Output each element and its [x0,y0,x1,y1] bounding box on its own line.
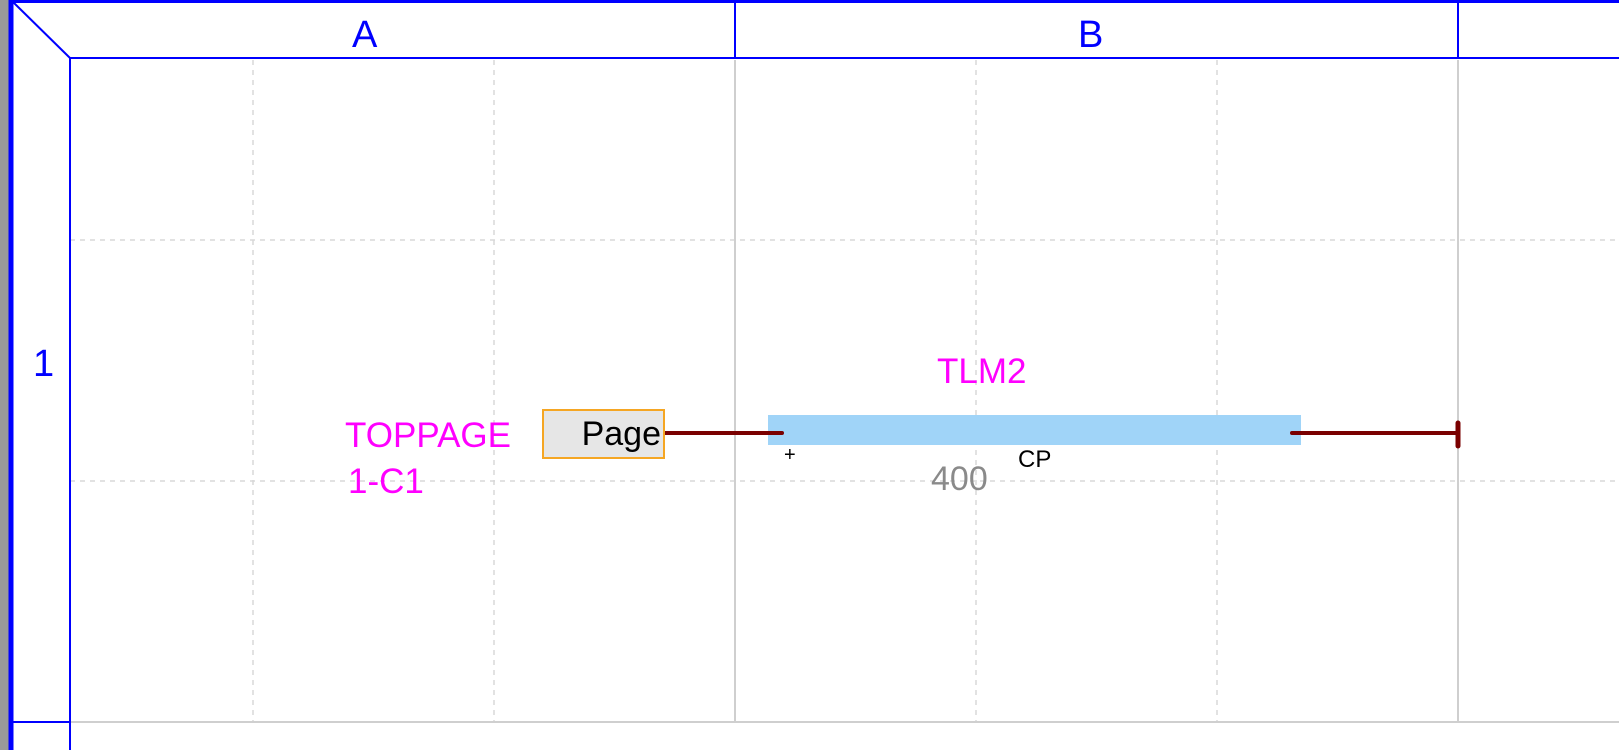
component-name: TLM2 [937,352,1027,391]
window-edge [0,0,9,750]
frame-border [8,0,1619,750]
row-header-1: 1 [33,343,55,385]
offpage-connector[interactable]: Page [542,409,665,459]
offpage-reference[interactable]: 1-C1 [348,462,424,501]
wires [658,420,1461,449]
component-value: 400 [931,460,988,498]
tlm2-component[interactable] [768,415,1301,445]
column-header-b: B [1078,14,1104,56]
column-header-a: A [352,14,378,56]
tlm2-body [768,415,1301,445]
offpage-name: TOPPAGE [345,416,511,455]
grid-dashed [70,60,1619,722]
pin-label-plus: + [784,444,796,466]
grid-solid [70,60,1619,723]
pin-label-cp: CP [1018,446,1052,473]
